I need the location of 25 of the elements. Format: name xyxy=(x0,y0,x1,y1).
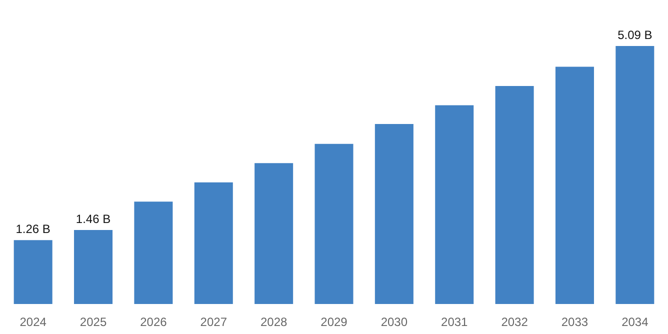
bar xyxy=(194,182,233,304)
x-tick-label: 2025 xyxy=(80,315,107,329)
bar xyxy=(435,105,474,304)
bar xyxy=(555,66,594,304)
bar xyxy=(254,163,294,304)
x-tick-label: 2030 xyxy=(380,315,408,329)
x-tick-label: 2033 xyxy=(561,315,588,329)
bar xyxy=(616,46,654,304)
x-tick-label: 2024 xyxy=(20,315,47,329)
bar xyxy=(14,240,52,304)
bar xyxy=(314,144,354,304)
x-tick-label: 2026 xyxy=(140,315,168,329)
bar xyxy=(495,86,534,304)
x-tick-label: 2034 xyxy=(622,315,649,329)
bar xyxy=(134,202,173,304)
bar xyxy=(374,124,414,304)
data-label: 5.09 B xyxy=(618,28,652,42)
x-tick-label: 2027 xyxy=(200,315,228,329)
x-tick-label: 2029 xyxy=(320,315,348,329)
data-label: 1.46 B xyxy=(76,212,111,226)
x-tick-label: 2032 xyxy=(501,315,528,329)
data-label: 1.26 B xyxy=(16,222,50,236)
bar xyxy=(74,230,113,304)
x-tick-label: 2028 xyxy=(260,315,288,329)
x-tick-label: 2031 xyxy=(441,315,468,329)
